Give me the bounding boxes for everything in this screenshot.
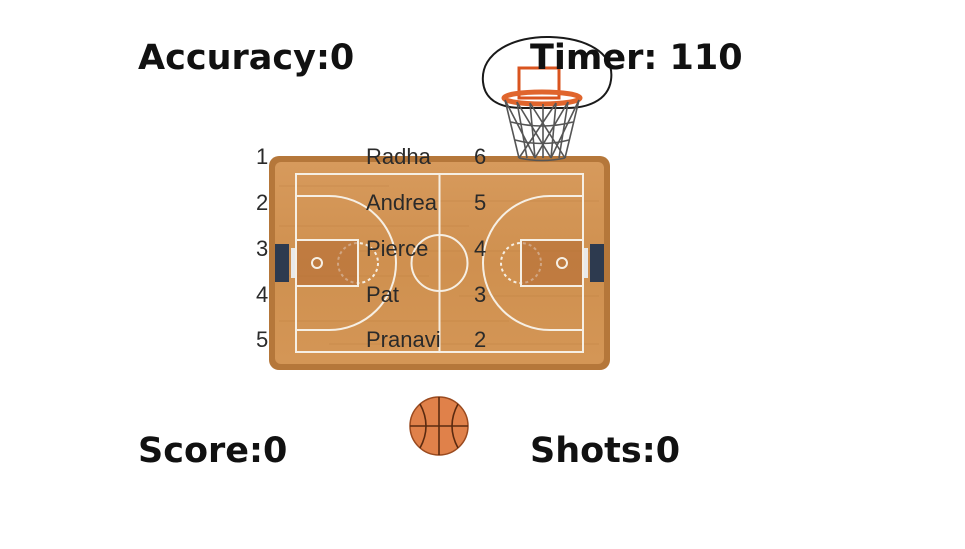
leaderboard-points: 6 bbox=[474, 144, 487, 169]
leaderboard-rank: 2 bbox=[256, 190, 269, 215]
leaderboard-name: Pierce bbox=[366, 236, 429, 261]
leaderboard-rank: 3 bbox=[256, 236, 269, 261]
leaderboard-name: Pranavi bbox=[366, 327, 441, 352]
score-display: Score:0 bbox=[138, 431, 288, 471]
basketball-hoop-icon bbox=[481, 35, 613, 162]
leaderboard-rank: 4 bbox=[256, 282, 269, 307]
basketball-icon[interactable] bbox=[408, 395, 470, 457]
leaderboard-points: 5 bbox=[474, 190, 487, 215]
leaderboard-points: 3 bbox=[474, 282, 487, 307]
leaderboard-name: Pat bbox=[366, 282, 400, 307]
leaderboard-rank: 5 bbox=[256, 327, 269, 352]
leaderboard-name: Andrea bbox=[366, 190, 437, 215]
accuracy-display: Accuracy:0 bbox=[138, 38, 355, 78]
basketball-court-image bbox=[269, 156, 610, 370]
leaderboard-points: 2 bbox=[474, 327, 487, 352]
timer-display: Timer: 110 bbox=[530, 38, 743, 78]
leaderboard-name: Radha bbox=[366, 144, 431, 169]
leaderboard-points: 4 bbox=[474, 236, 487, 261]
shots-display: Shots:0 bbox=[530, 431, 681, 471]
leaderboard-rank: 1 bbox=[256, 144, 269, 169]
